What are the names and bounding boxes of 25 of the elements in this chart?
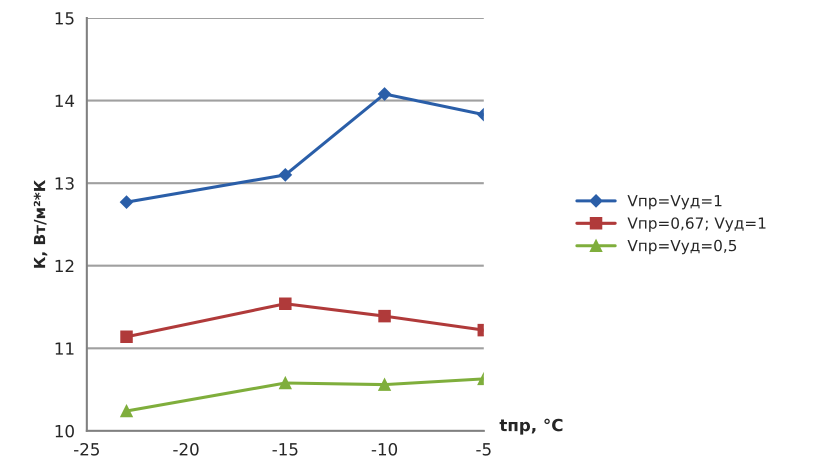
x-tick-label: -10: [372, 442, 398, 456]
point: [378, 310, 391, 322]
y-tick-label: 12: [56, 260, 74, 272]
x-tick-label: -20: [173, 442, 199, 456]
x-axis-title: tпр, °C: [500, 418, 562, 435]
point: [120, 330, 133, 343]
legend-label: Vпр=Vуд=1: [627, 195, 722, 210]
y-tick-label: 15: [56, 12, 74, 25]
point: [278, 168, 292, 182]
y-tick-label: 14: [56, 94, 74, 107]
y-tick-label: 13: [56, 177, 74, 190]
point: [279, 297, 292, 310]
x-tick-label: -15: [272, 443, 298, 456]
point: [279, 376, 292, 390]
legend-label: Vпр=0,67; Vуд=1: [627, 217, 766, 232]
point: [120, 196, 134, 209]
x-tick-label: -5: [476, 443, 491, 456]
x-tick-label: -25: [74, 442, 99, 456]
point: [120, 404, 133, 418]
legend-label: Vпр=Vуд=0,5: [627, 240, 736, 254]
y-axis-title: К, Вт/м²*К: [34, 180, 48, 268]
point: [378, 87, 392, 101]
y-tick-label: 10: [56, 424, 74, 438]
y-tick-label: 11: [56, 342, 74, 355]
point: [378, 378, 391, 391]
